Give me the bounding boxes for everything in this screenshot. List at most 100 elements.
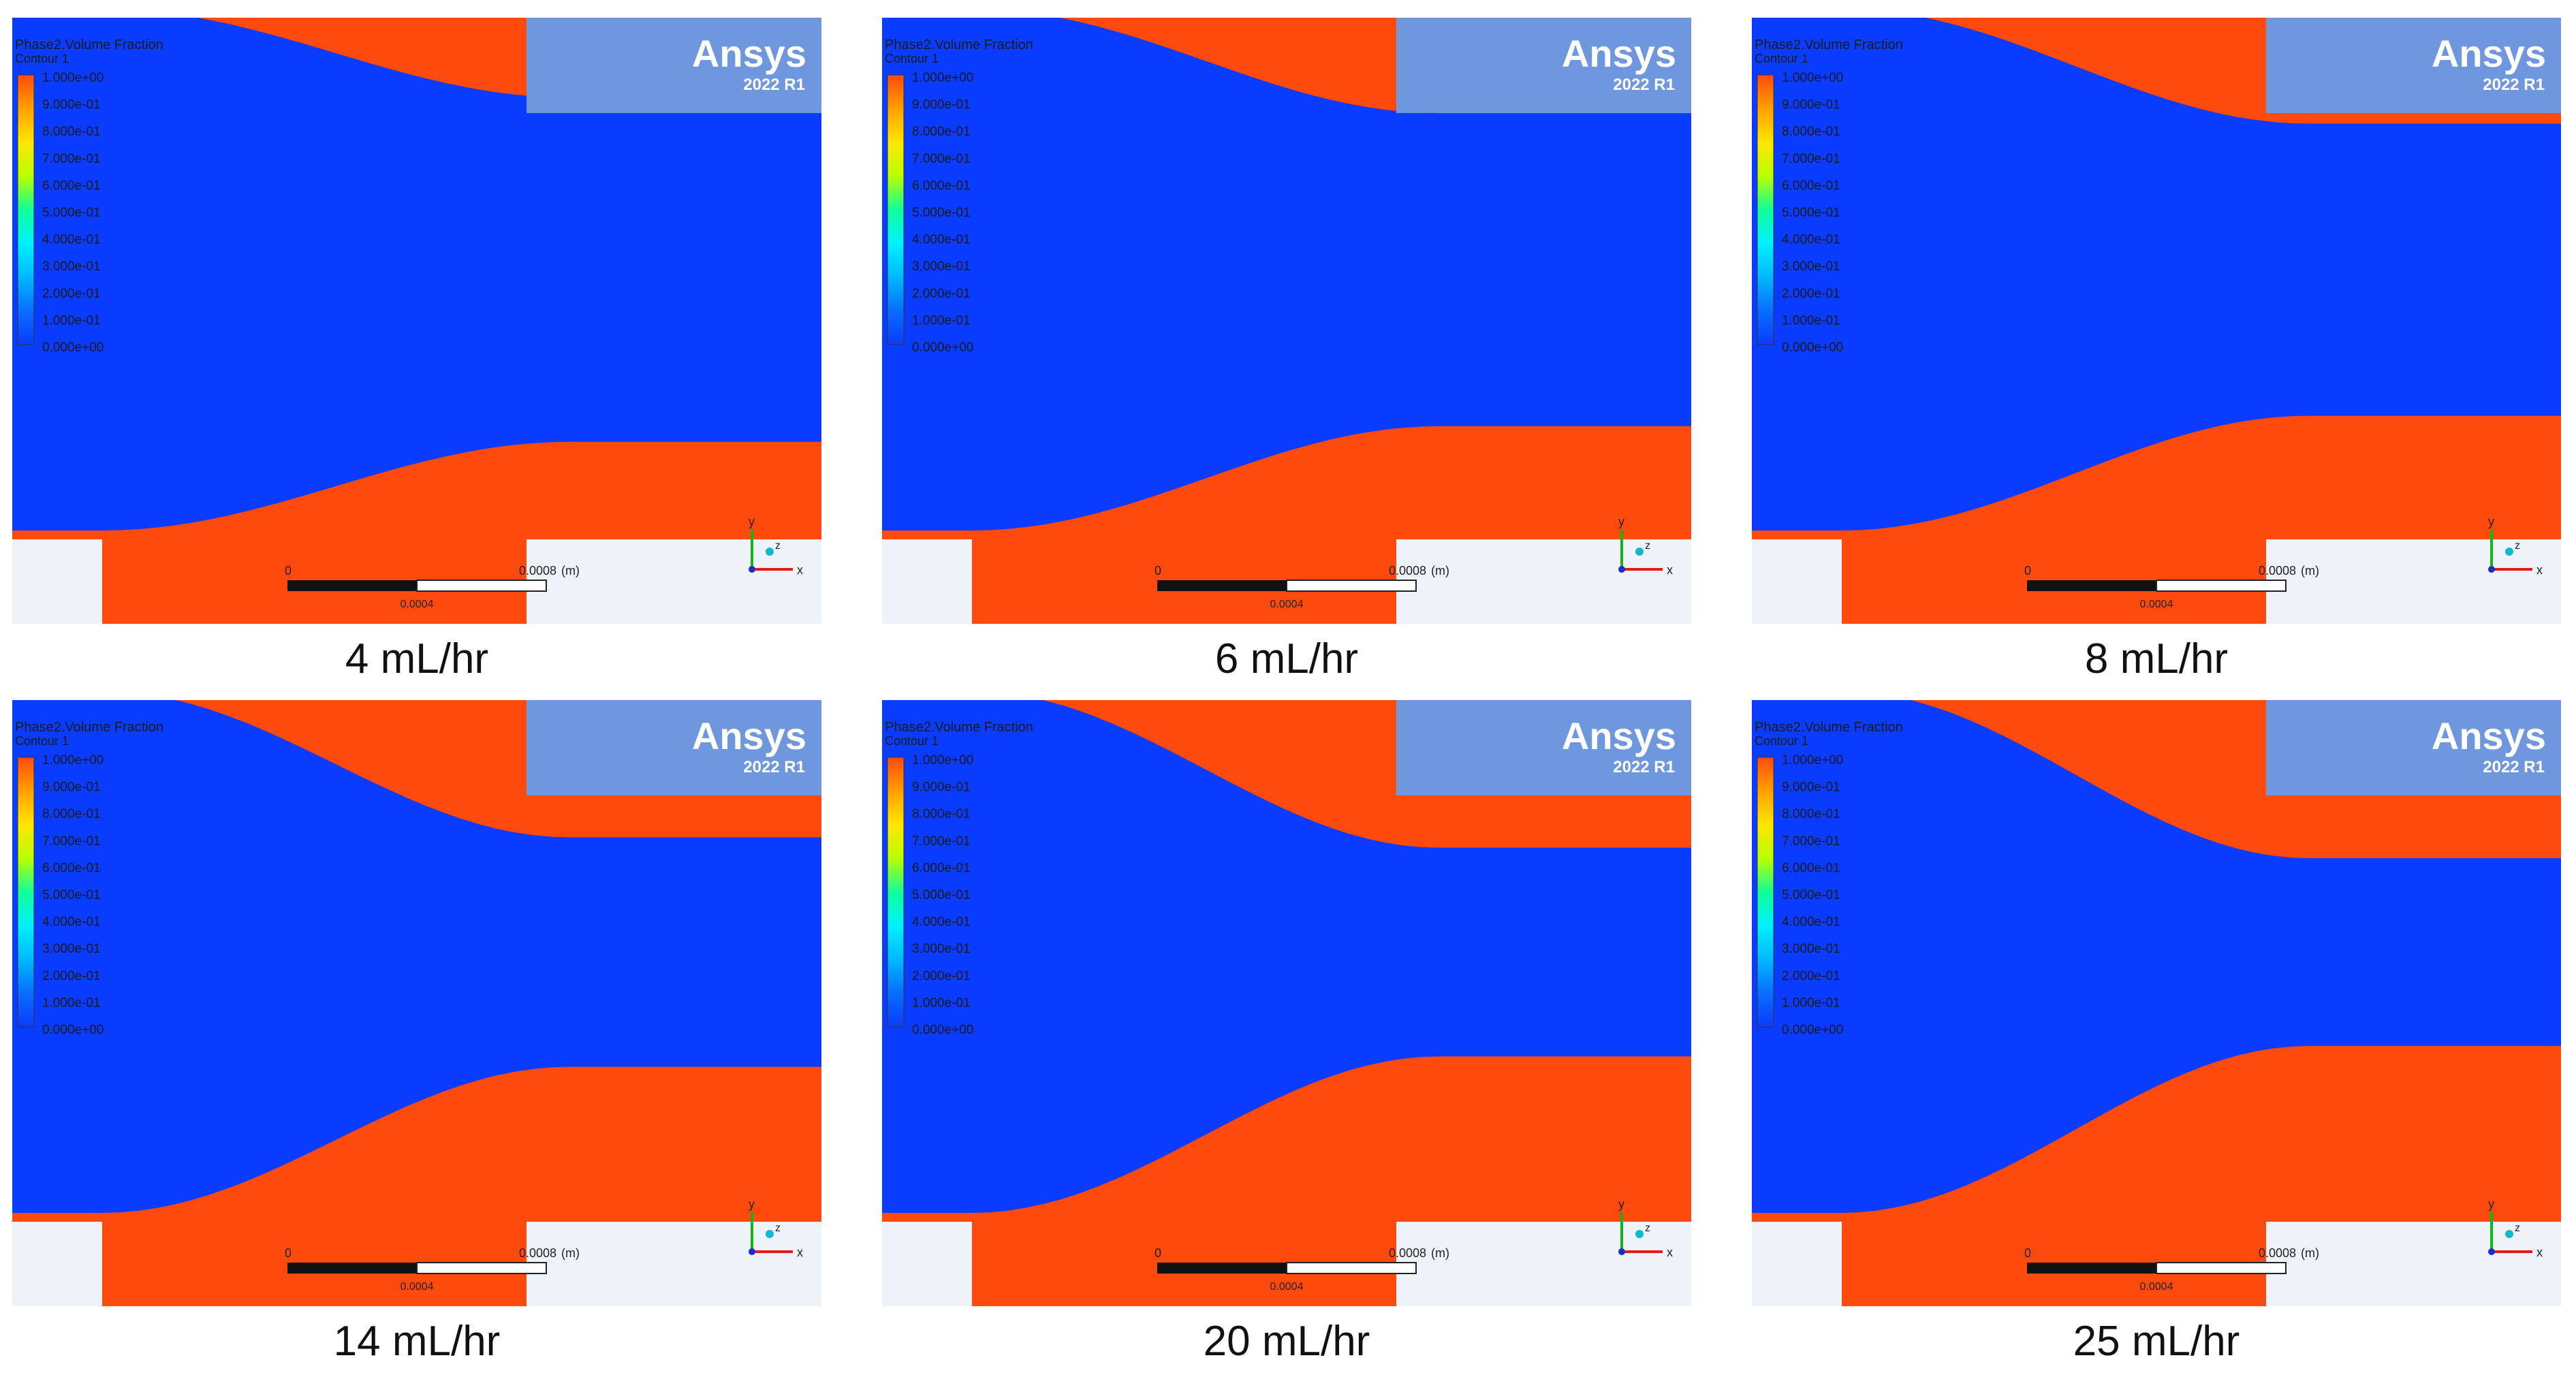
- z-axis-label: z: [775, 1222, 781, 1234]
- x-axis-label: x: [2536, 563, 2543, 577]
- dispersed-phase-core: [882, 700, 1691, 1213]
- scale-bar-empty: [1286, 1262, 1417, 1274]
- legend-bar: [1757, 757, 1774, 1028]
- ansys-banner: [1396, 18, 1691, 113]
- legend-label: 1.000e+00: [1782, 71, 1843, 85]
- x-axis-label: x: [1667, 563, 1673, 577]
- flow-field: [882, 700, 1691, 1306]
- y-axis-label: y: [1618, 1197, 1624, 1211]
- contour-panel-14: Phase2.Volume Fraction Contour 1 1.000e+00…: [12, 700, 821, 1365]
- scale-mid: 0.0004: [2140, 1281, 2173, 1293]
- z-axis-marker: [2505, 548, 2513, 556]
- legend-label: 8.000e-01: [1782, 125, 1840, 139]
- legend-label: 7.000e-01: [912, 152, 971, 166]
- z-axis-marker: [2505, 1230, 2513, 1238]
- scale-unit: (m): [561, 1246, 580, 1260]
- legend-label: 3.000e-01: [912, 942, 971, 956]
- legend-bar: [887, 757, 905, 1028]
- legend-label: 4.000e-01: [912, 915, 971, 930]
- legend-label: 1.000e+00: [42, 71, 104, 85]
- legend-label: 4.000e-01: [1782, 233, 1840, 247]
- wall-bottom-right: [2266, 539, 2561, 624]
- legend-label: 5.000e-01: [1782, 888, 1840, 902]
- legend-label: 8.000e-01: [42, 807, 101, 821]
- axis-triad: x y z: [2488, 515, 2543, 577]
- legend-label: 1.000e+00: [42, 753, 104, 768]
- legend-label: 3.000e-01: [1782, 259, 1840, 274]
- legend-label: 2.000e-01: [1782, 287, 1840, 301]
- scale-bar-filled: [2027, 1263, 2156, 1274]
- flow-rate-caption: 4 mL/hr: [345, 635, 489, 682]
- scale-unit: (m): [1431, 1246, 1449, 1260]
- scale-unit: (m): [2301, 1246, 2319, 1260]
- legend-label: 9.000e-01: [42, 98, 101, 112]
- wall-bottom-left: [1752, 1222, 1842, 1306]
- contour-panel-20: Phase2.Volume Fraction Contour 1 1.000e+00…: [882, 700, 1691, 1365]
- wall-bottom-right: [1396, 539, 1691, 624]
- ansys-version: 2022 R1: [1613, 758, 1675, 776]
- legend-label: 2.000e-01: [912, 969, 971, 983]
- flow-rate-caption: 8 mL/hr: [2084, 635, 2229, 682]
- legend-label: 7.000e-01: [42, 834, 101, 849]
- x-axis-label: x: [2536, 1246, 2543, 1259]
- flow-field: [12, 700, 821, 1306]
- scale-bar-empty: [1286, 580, 1417, 592]
- legend-label: 0.000e+00: [42, 341, 104, 355]
- contour-panel-4: Phase2.Volume Fraction Contour 1 1.000e+00…: [12, 18, 821, 682]
- scale-start: 0: [285, 564, 292, 578]
- wall-bottom-right: [2266, 1222, 2561, 1306]
- scale-bar-empty: [2156, 580, 2287, 592]
- plot-title: Phase2.Volume Fraction: [15, 37, 163, 52]
- legend-label: 9.000e-01: [912, 780, 971, 795]
- plot-subtitle: Contour 1: [15, 734, 69, 748]
- legend-label: 2.000e-01: [42, 969, 101, 983]
- z-axis-label: z: [1645, 540, 1650, 552]
- scale-end: 0.0008: [519, 564, 556, 578]
- scale-unit: (m): [1431, 564, 1449, 578]
- scale-end: 0.0008: [2259, 1246, 2296, 1260]
- dispersed-phase-core: [12, 700, 821, 1213]
- legend-label: 8.000e-01: [912, 807, 971, 821]
- scale-end: 0.0008: [519, 1246, 556, 1260]
- ansys-banner: [527, 18, 821, 113]
- contour-plot: Phase2.Volume Fraction Contour 1 1.000e+00…: [1752, 700, 2561, 1306]
- legend-label: 5.000e-01: [42, 888, 101, 902]
- legend-label: 3.000e-01: [42, 259, 101, 274]
- contour-plot: Phase2.Volume Fraction Contour 1 1.000e+00…: [882, 700, 1691, 1306]
- contour-plot: Phase2.Volume Fraction Contour 1 1.000e+00…: [12, 18, 821, 624]
- legend-label: 3.000e-01: [1782, 942, 1840, 956]
- dispersed-phase-core: [882, 18, 1691, 531]
- scale-unit: (m): [561, 564, 580, 578]
- ansys-banner: [1396, 700, 1691, 795]
- legend-bar: [17, 74, 35, 345]
- legend-label: 6.000e-01: [912, 861, 971, 875]
- legend-label: 1.000e-01: [912, 996, 971, 1010]
- scale-bar-filled: [1157, 580, 1287, 591]
- legend-label: 1.000e-01: [42, 996, 101, 1010]
- axis-triad: x y z: [749, 515, 803, 577]
- ansys-version: 2022 R1: [2483, 758, 2545, 776]
- legend-label: 6.000e-01: [42, 861, 101, 875]
- scale-start: 0: [2024, 564, 2031, 578]
- wall-bottom-right: [1396, 1222, 1691, 1306]
- scale-mid: 0.0004: [2140, 599, 2173, 610]
- legend-bar: [1757, 74, 1774, 345]
- axis-triad: x y z: [749, 1197, 803, 1259]
- wall-bottom-left: [1752, 539, 1842, 624]
- scale-bar: 0 0.0008 (m) 0.0004: [285, 564, 580, 610]
- scale-bar-empty: [2156, 1262, 2287, 1274]
- plot-title: Phase2.Volume Fraction: [1755, 37, 1903, 52]
- legend-label: 8.000e-01: [1782, 807, 1840, 821]
- ansys-version: 2022 R1: [1613, 76, 1675, 94]
- y-axis-label: y: [2488, 1197, 2494, 1211]
- legend-label: 3.000e-01: [912, 259, 971, 274]
- legend-label: 0.000e+00: [912, 1023, 973, 1037]
- scale-bar: 0 0.0008 (m) 0.0004: [2024, 564, 2319, 610]
- contour-plot: Phase2.Volume Fraction Contour 1 1.000e+00…: [12, 700, 821, 1306]
- z-axis-marker: [1635, 1230, 1644, 1238]
- plot-subtitle: Contour 1: [1755, 52, 1808, 65]
- flow-rate-caption: 6 mL/hr: [1214, 635, 1359, 682]
- legend-label: 0.000e+00: [42, 1023, 104, 1037]
